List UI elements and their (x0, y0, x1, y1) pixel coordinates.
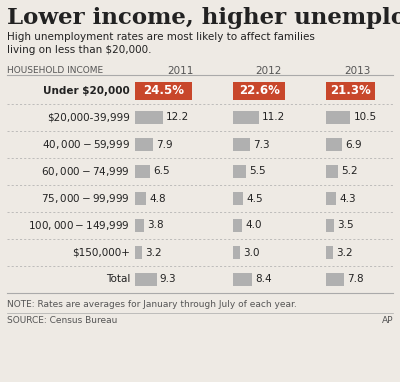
Text: $40,000-$59,999: $40,000-$59,999 (42, 138, 130, 151)
Bar (233, 192, 244, 205)
Bar (326, 192, 336, 205)
Text: 6.9: 6.9 (345, 139, 362, 149)
Bar (326, 138, 342, 151)
Bar (135, 192, 146, 205)
Text: NOTE: Rates are averages for January through July of each year.: NOTE: Rates are averages for January thr… (7, 300, 297, 309)
Bar (135, 81, 192, 99)
Text: 4.5: 4.5 (246, 194, 263, 204)
Bar (326, 246, 334, 259)
Text: SOURCE: Census Bureau: SOURCE: Census Bureau (7, 316, 117, 325)
Text: 5.2: 5.2 (341, 167, 358, 176)
Text: $75,000-$99,999: $75,000-$99,999 (41, 192, 130, 205)
Bar (326, 81, 376, 99)
Bar (326, 273, 344, 286)
Text: 3.5: 3.5 (337, 220, 354, 230)
Bar (135, 273, 156, 286)
Text: $20,000-39,999: $20,000-39,999 (47, 113, 130, 123)
Bar (135, 246, 142, 259)
Bar (326, 219, 334, 232)
Bar (233, 273, 252, 286)
Text: 7.9: 7.9 (156, 139, 173, 149)
Text: $150,000+: $150,000+ (72, 248, 130, 257)
Bar (233, 219, 242, 232)
Text: 24.5%: 24.5% (143, 84, 184, 97)
Text: 4.3: 4.3 (339, 194, 356, 204)
Text: 12.2: 12.2 (166, 113, 190, 123)
Text: 22.6%: 22.6% (239, 84, 280, 97)
Text: AP: AP (382, 316, 393, 325)
Bar (233, 81, 286, 99)
Bar (135, 111, 163, 124)
Bar (233, 111, 259, 124)
Bar (135, 165, 150, 178)
Text: 9.3: 9.3 (160, 275, 176, 285)
Text: Lower income, higher unemployment: Lower income, higher unemployment (7, 7, 400, 29)
Text: HOUSEHOLD INCOME: HOUSEHOLD INCOME (7, 66, 103, 75)
Text: 2013: 2013 (344, 66, 370, 76)
Bar (233, 246, 240, 259)
Text: 7.3: 7.3 (253, 139, 270, 149)
Text: 4.8: 4.8 (149, 194, 166, 204)
Text: 10.5: 10.5 (353, 113, 376, 123)
Bar (233, 165, 246, 178)
Text: 3.2: 3.2 (146, 248, 162, 257)
Bar (135, 138, 153, 151)
Bar (135, 219, 144, 232)
Bar (326, 111, 350, 124)
Text: 21.3%: 21.3% (330, 84, 371, 97)
Bar (326, 165, 338, 178)
Text: 3.0: 3.0 (243, 248, 260, 257)
Text: 3.8: 3.8 (147, 220, 164, 230)
Text: High unemployment rates are most likely to affect families
living on less than $: High unemployment rates are most likely … (7, 32, 315, 55)
Text: 2012: 2012 (255, 66, 281, 76)
Text: 8.4: 8.4 (256, 275, 272, 285)
Text: 5.5: 5.5 (249, 167, 265, 176)
Text: 6.5: 6.5 (153, 167, 170, 176)
Text: Total: Total (106, 275, 130, 285)
Text: Under $20,000: Under $20,000 (43, 86, 130, 96)
Text: 2011: 2011 (167, 66, 193, 76)
Text: $100,000-$149,999: $100,000-$149,999 (28, 219, 130, 232)
Text: 3.2: 3.2 (336, 248, 353, 257)
Text: $60,000-$74,999: $60,000-$74,999 (41, 165, 130, 178)
Text: 4.0: 4.0 (245, 220, 262, 230)
Text: 11.2: 11.2 (262, 113, 285, 123)
Text: 7.8: 7.8 (347, 275, 364, 285)
Bar (233, 138, 250, 151)
